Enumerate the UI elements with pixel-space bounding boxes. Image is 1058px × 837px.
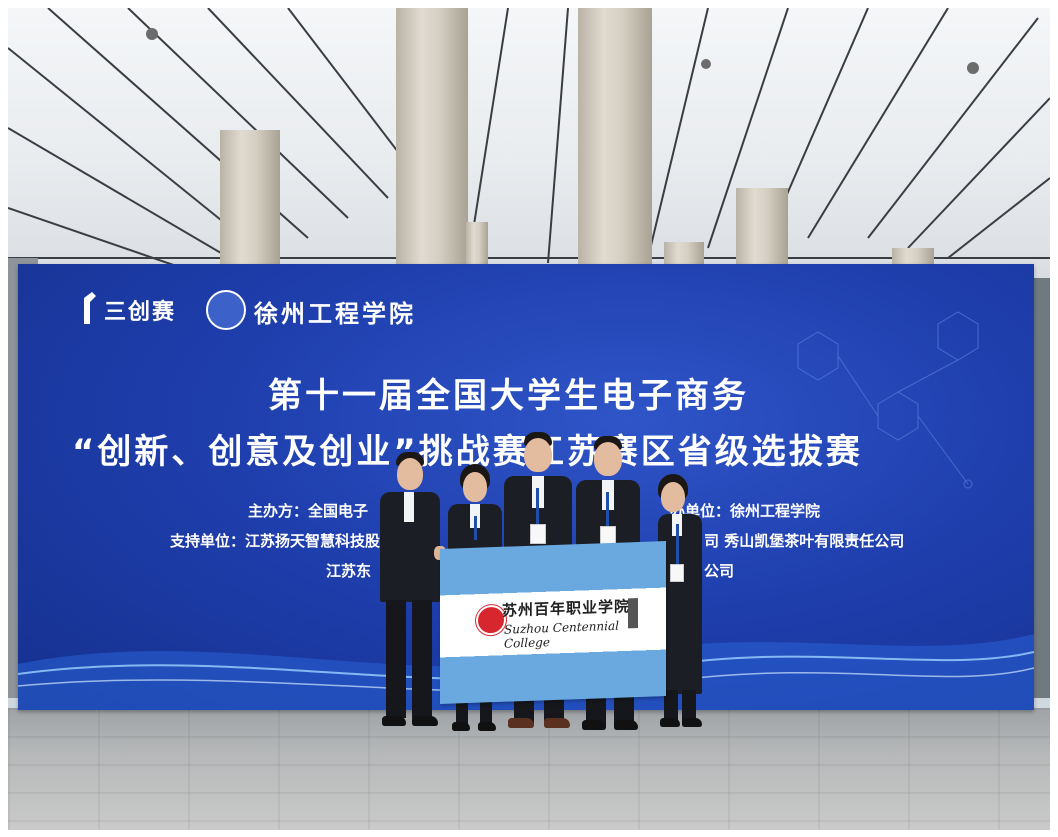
hexagon-network-graphic xyxy=(774,311,979,489)
banner-title-line1: 第十一届全国大学生电子商务 xyxy=(268,376,749,416)
sanchuang-logo-text: 三创赛 xyxy=(104,299,177,325)
flag-college-name-en: Suzhou Centennial College xyxy=(504,618,619,651)
flag-seal-icon xyxy=(628,598,638,629)
pillar xyxy=(220,130,280,270)
support-text-left: 支持单位：江苏扬天智慧科技股份 xyxy=(170,532,396,550)
pillar xyxy=(736,188,788,270)
flag-college-name-cn: 苏州百年职业学院 xyxy=(502,597,631,620)
ceiling-beams xyxy=(8,8,1050,271)
canopy-ceiling xyxy=(8,8,1050,283)
plaza-ground xyxy=(8,708,1050,830)
support-text-row3-left: 江苏东 xyxy=(326,562,372,580)
banner-title-line2: “创新、创意及创业”挑战赛江苏赛区省级选拔赛 xyxy=(72,432,863,472)
college-flag: 苏州百年职业学院 Suzhou Centennial College xyxy=(440,541,666,704)
person-4 xyxy=(572,436,644,732)
pillar xyxy=(466,222,488,270)
person-3 xyxy=(500,432,576,732)
photograph: 三创赛 徐州工程学院 第十一届全国大学生电子商务 “创新、创意及创业”挑战赛江苏… xyxy=(8,8,1050,830)
xzit-seal-icon xyxy=(206,290,246,330)
xzit-logo-text: 徐州工程学院 xyxy=(254,299,416,328)
support-text-right: 司 秀山凯堡茶叶有限责任公司 xyxy=(704,532,905,550)
organizer-text: 主办方：全国电子 xyxy=(248,502,369,520)
pillar xyxy=(396,8,468,270)
pillar xyxy=(578,8,652,270)
person-1 xyxy=(376,452,446,732)
support-text-row3-right: 公司 xyxy=(704,562,735,580)
cohost-text: 办单位：徐州工程学院 xyxy=(670,502,821,520)
sanchuang-logo-icon xyxy=(84,292,96,324)
